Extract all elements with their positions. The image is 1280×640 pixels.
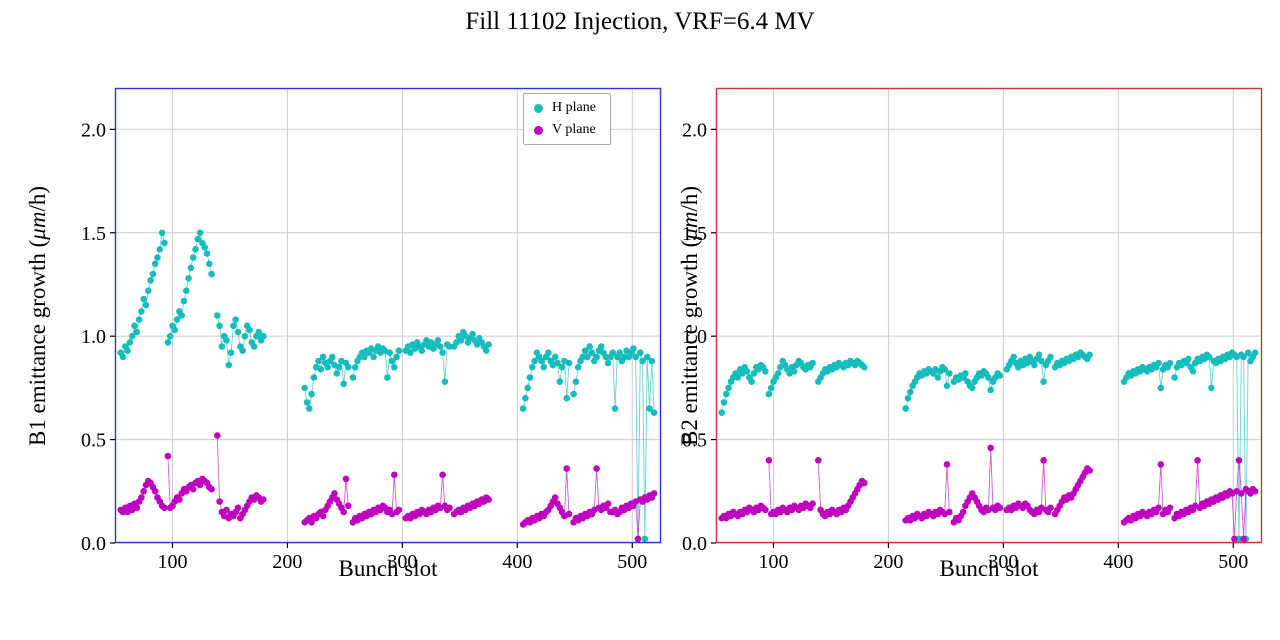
y-axis-label-um: μm: [25, 211, 50, 240]
h-plane-marker-icon: [534, 103, 543, 113]
svg-text:100: 100: [157, 551, 187, 573]
v-plane-marker-icon: [534, 125, 543, 135]
svg-text:1.0: 1.0: [81, 326, 106, 348]
legend-label-h-plane: H plane: [552, 100, 596, 115]
svg-text:0.0: 0.0: [81, 533, 106, 555]
b2-x-axis-label: Bunch slot: [939, 556, 1039, 581]
svg-text:100: 100: [758, 551, 788, 573]
y-axis-label-suffix-2: /h): [677, 185, 702, 212]
svg-text:300: 300: [988, 551, 1018, 573]
svg-text:200: 200: [272, 551, 302, 573]
b2-plot-canvas: 100 200 300 400 500 0.0 0.5 1.0 1.5 2.0: [682, 87, 1263, 573]
svg-text:1.5: 1.5: [682, 223, 707, 245]
legend-item-h-plane: H plane: [534, 100, 596, 116]
legend: H plane V plane: [523, 93, 611, 145]
svg-text:2.0: 2.0: [81, 119, 106, 141]
svg-text:300: 300: [387, 551, 417, 573]
svg-text:500: 500: [1218, 551, 1248, 573]
svg-text:400: 400: [1103, 551, 1133, 573]
legend-item-v-plane: V plane: [534, 122, 596, 138]
b1-plot-canvas: 100 200 300 400 500 0.0 0.5 1.0 1.5 2.0: [81, 87, 662, 573]
svg-text:500: 500: [617, 551, 647, 573]
b1-y-axis-label-prefix: B1 emittance growth (: [25, 239, 50, 447]
svg-text:0.5: 0.5: [682, 430, 707, 452]
svg-text:400: 400: [502, 551, 532, 573]
svg-text:0.0: 0.0: [682, 533, 707, 555]
figure-title: Fill 11102 Injection, VRF=6.4 MV: [465, 8, 815, 35]
y-axis-label-suffix: /h): [25, 185, 50, 212]
svg-text:2.0: 2.0: [682, 119, 707, 141]
b1-x-axis-label: Bunch slot: [338, 556, 438, 581]
svg-text:200: 200: [873, 551, 903, 573]
svg-text:1.5: 1.5: [81, 223, 106, 245]
svg-text:1.0: 1.0: [682, 326, 707, 348]
b1-y-axis-label: B1 emittance growth (μm/h): [25, 186, 51, 446]
svg-text:0.5: 0.5: [81, 430, 106, 452]
legend-label-v-plane: V plane: [552, 122, 596, 137]
